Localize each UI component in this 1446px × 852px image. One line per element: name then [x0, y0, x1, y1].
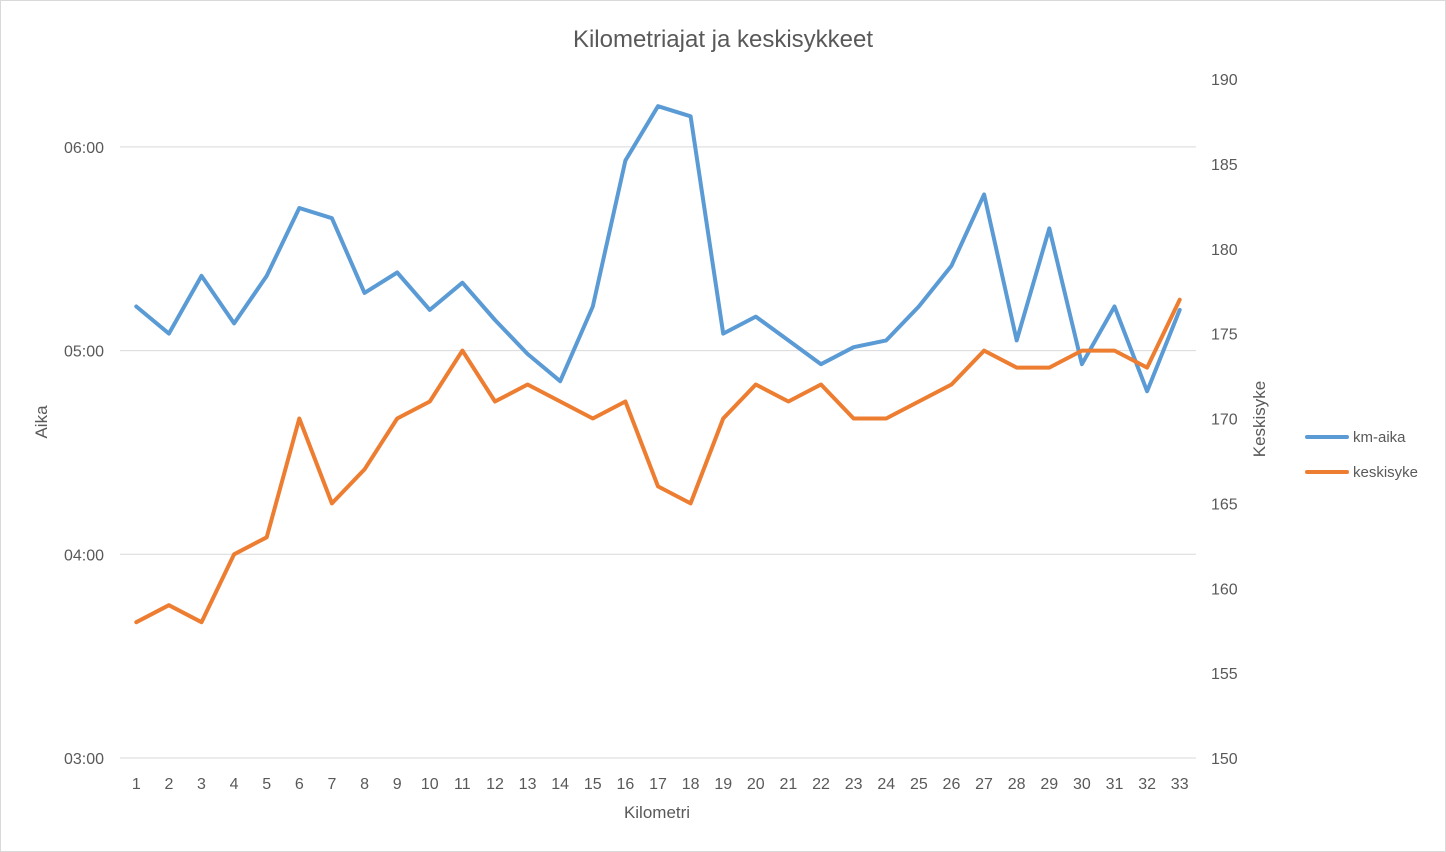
- x-tick-label: 26: [943, 776, 961, 793]
- x-tick-label: 27: [975, 776, 993, 793]
- x-tick-label: 12: [486, 776, 504, 793]
- chart-title: Kilometriajat ja keskisykkeet: [573, 26, 873, 53]
- x-tick-label: 21: [780, 776, 798, 793]
- right-tick-label: 175: [1211, 327, 1238, 344]
- left-tick-label: 06:00: [64, 140, 104, 157]
- right-tick-label: 155: [1211, 666, 1238, 683]
- x-tick-label: 16: [616, 776, 634, 793]
- legend-item-keskisyke: keskisyke: [1305, 464, 1418, 481]
- x-tick-label: 2: [164, 776, 173, 793]
- x-tick-label: 33: [1171, 776, 1189, 793]
- left-axis-ticks: 03:00 04:00 05:00 06:00: [64, 140, 104, 768]
- x-tick-label: 30: [1073, 776, 1091, 793]
- x-tick-label: 28: [1008, 776, 1026, 793]
- x-tick-label: 7: [327, 776, 336, 793]
- x-tick-label: 17: [649, 776, 667, 793]
- legend: km-aika keskisyke: [1305, 429, 1418, 481]
- legend-item-km-aika: km-aika: [1305, 429, 1406, 446]
- x-tick-label: 29: [1040, 776, 1058, 793]
- legend-label-km-aika: km-aika: [1353, 429, 1406, 446]
- right-tick-label: 180: [1211, 242, 1238, 259]
- x-tick-label: 15: [584, 776, 602, 793]
- series-layer: [134, 104, 1182, 625]
- right-tick-label: 160: [1211, 581, 1238, 598]
- right-axis-ticks: 150 155 160 165 170 175 180 185 190: [1211, 72, 1238, 768]
- x-tick-label: 10: [421, 776, 439, 793]
- gridlines: [120, 146, 1196, 555]
- x-tick-label: 9: [393, 776, 402, 793]
- right-tick-label: 170: [1211, 412, 1238, 429]
- x-tick-label: 31: [1106, 776, 1124, 793]
- x-tick-label: 6: [295, 776, 304, 793]
- left-axis-title: Aika: [32, 405, 51, 439]
- left-tick-label: 04:00: [64, 547, 104, 564]
- x-tick-label: 3: [197, 776, 206, 793]
- series-line-keskisyke: [134, 297, 1182, 625]
- x-tick-label: 4: [230, 776, 239, 793]
- x-tick-label: 18: [682, 776, 700, 793]
- x-tick-label: 11: [454, 776, 471, 793]
- series-line-km-aika: [134, 104, 1182, 394]
- x-tick-label: 23: [845, 776, 863, 793]
- x-axis-title: Kilometri: [624, 803, 690, 822]
- x-tick-label: 19: [714, 776, 732, 793]
- x-axis-ticks: 1 2 3 4 5 6 7 8 9 10 11 12 13 14 15 16 17 18 19 20 21 22 23 24 2…: [132, 776, 1189, 793]
- x-tick-label: 8: [360, 776, 369, 793]
- right-axis-title: Keskisyke: [1250, 381, 1269, 458]
- left-tick-label: 03:00: [64, 751, 104, 768]
- legend-label-keskisyke: keskisyke: [1353, 464, 1418, 481]
- x-tick-label: 5: [262, 776, 271, 793]
- right-tick-label: 165: [1211, 496, 1238, 513]
- right-tick-label: 185: [1211, 157, 1238, 174]
- x-tick-label: 22: [812, 776, 830, 793]
- x-tick-label: 14: [551, 776, 569, 793]
- x-tick-label: 32: [1138, 776, 1156, 793]
- left-tick-label: 05:00: [64, 344, 104, 361]
- x-tick-label: 25: [910, 776, 928, 793]
- right-tick-label: 190: [1211, 72, 1238, 89]
- x-tick-label: 1: [132, 776, 141, 793]
- x-tick-label: 24: [877, 776, 895, 793]
- x-tick-label: 13: [519, 776, 537, 793]
- right-tick-label: 150: [1211, 751, 1238, 768]
- x-tick-label: 20: [747, 776, 765, 793]
